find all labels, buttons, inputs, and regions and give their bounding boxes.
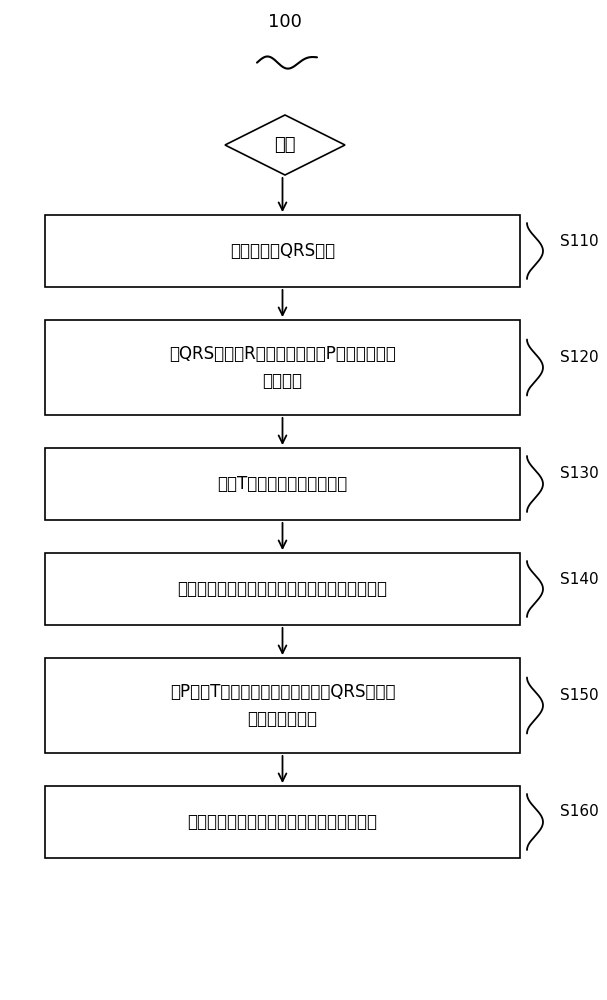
- Bar: [45, 215, 520, 287]
- Text: S140: S140: [560, 572, 599, 586]
- Text: S130: S130: [560, 466, 599, 482]
- Text: S110: S110: [560, 233, 599, 248]
- Bar: [45, 320, 520, 415]
- Text: S160: S160: [560, 804, 599, 820]
- Text: S120: S120: [560, 350, 599, 365]
- Bar: [45, 786, 520, 858]
- Text: 搜索心拍中QRS波群: 搜索心拍中QRS波群: [230, 242, 335, 260]
- Bar: [45, 658, 520, 753]
- Text: 100: 100: [268, 13, 302, 31]
- Bar: [45, 448, 520, 520]
- Text: 根据补齐后的数据矩阵，提取心拍间期特征: 根据补齐后的数据矩阵，提取心拍间期特征: [188, 813, 378, 831]
- Polygon shape: [225, 115, 345, 175]
- Text: S150: S150: [560, 688, 599, 703]
- Text: 若P波或T波任意一波形缺失，则以QRS中的波
段补齐数据矩阵: 若P波或T波任意一波形缺失，则以QRS中的波 段补齐数据矩阵: [170, 683, 395, 728]
- Text: 开始: 开始: [274, 136, 296, 154]
- Bar: [45, 553, 520, 625]
- Text: 以QRS波群中R波为中心，搜索P波，并标记其
时间刻度: 以QRS波群中R波为中心，搜索P波，并标记其 时间刻度: [169, 345, 396, 390]
- Text: 将上述步骤中时间刻度转换为结构化的数据矩阵: 将上述步骤中时间刻度转换为结构化的数据矩阵: [177, 580, 387, 598]
- Text: 搜索T波，并标记其时间刻度: 搜索T波，并标记其时间刻度: [217, 475, 348, 493]
